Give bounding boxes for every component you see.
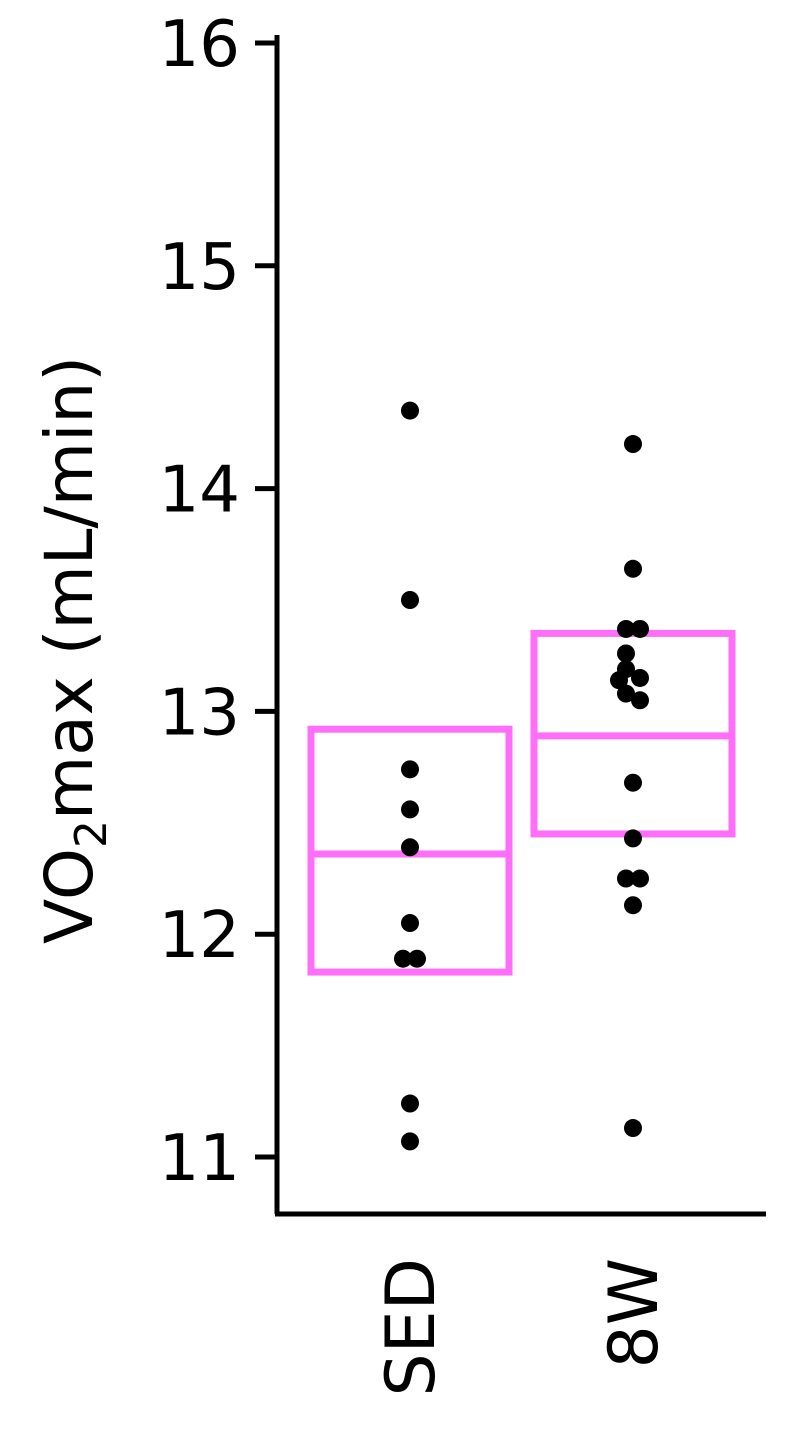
y-tick-label: 16 [159,8,240,82]
data-point [624,1119,642,1138]
data-point [401,914,419,933]
data-point [610,671,628,690]
data-point [631,619,649,638]
y-axis-title-main: VO [31,848,108,944]
y-tick-label: 15 [159,231,240,305]
x-category-label: SED [372,1258,451,1397]
data-point [401,401,419,420]
y-axis: 11 12 13 14 15 16 [159,8,280,1214]
data-point [617,869,635,888]
data-point [631,668,649,687]
y-axis-title: VO2max (mL/min) [31,356,117,944]
y-axis-title-subscript: 2 [66,820,117,848]
data-point [401,591,419,609]
data-point [394,949,412,968]
x-axis: SED 8W [275,1211,766,1397]
points [394,401,649,1151]
data-point [401,760,419,779]
data-point [624,559,642,578]
data-point [617,684,635,703]
data-point [631,869,649,888]
data-point [631,691,649,710]
data-point [401,838,419,857]
y-tick-label: 12 [159,899,240,973]
data-point [624,896,642,915]
x-category-label: 8W [595,1258,674,1369]
data-point [624,829,642,848]
data-point [401,1132,419,1151]
data-point [617,644,635,663]
y-ticks: 11 12 13 14 15 16 [159,8,277,1196]
data-point [617,619,635,638]
data-point [408,949,426,968]
data-point [401,800,419,819]
data-point [401,1094,419,1113]
boxes [307,629,736,976]
y-tick-label: 13 [159,676,240,750]
data-point [624,435,642,454]
x-labels: SED 8W [372,1258,674,1397]
y-axis-title-rest: max (mL/min) [31,356,108,820]
data-point [624,773,642,792]
y-tick-label: 14 [159,454,240,528]
y-tick-label: 11 [159,1122,240,1196]
